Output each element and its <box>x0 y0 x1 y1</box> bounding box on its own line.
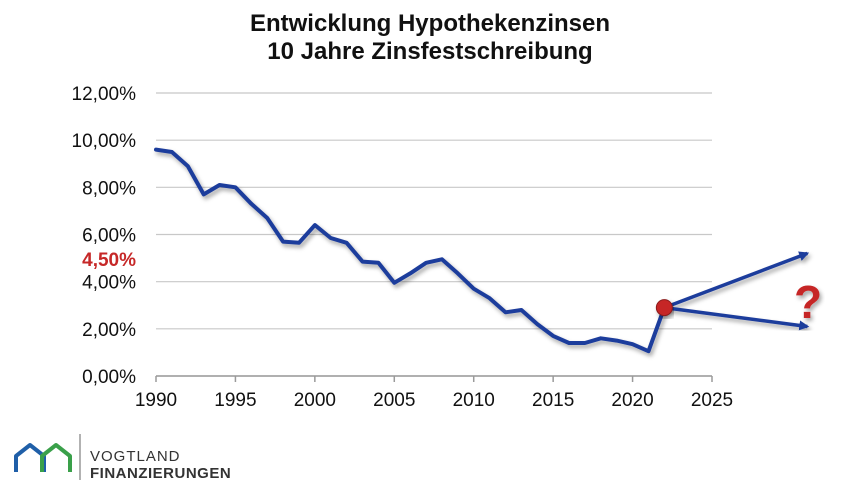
y-tick-label: 4,00% <box>82 273 136 294</box>
x-tick-label: 1990 <box>135 390 177 411</box>
x-tick-label: 2005 <box>373 390 415 411</box>
logo-house-icon <box>14 443 72 472</box>
current-point <box>655 299 673 317</box>
x-tick-label: 2020 <box>611 390 653 411</box>
highlight-label: 4,50% <box>82 250 136 271</box>
chart-title-line2: 10 Jahre Zinsfestschreibung <box>267 38 593 65</box>
y-tick-label: 2,00% <box>82 320 136 341</box>
question-mark-annotation: ? <box>794 276 822 328</box>
grid-layer <box>156 92 712 377</box>
y-tick-label: 8,00% <box>82 178 136 199</box>
chart-title-line1: Entwicklung Hypothekenzinsen <box>249 10 611 37</box>
forecast-layer: ? <box>655 251 822 331</box>
x-tick-label: 2015 <box>532 390 574 411</box>
y-tick-label: 0,00% <box>82 367 136 388</box>
chart-title: Entwicklung Hypothekenzinsen 10 Jahre Zi… <box>150 10 710 66</box>
logo <box>14 434 81 480</box>
axis-layer: 0,00% 2,00% 4,00% 6,00% 8,00% 10,00% 12,00% 199… <box>72 84 734 411</box>
series-layer <box>154 147 667 354</box>
x-tick-label: 2010 <box>453 390 495 411</box>
series-line <box>154 147 667 354</box>
highlight-layer: 4,50% <box>82 250 712 272</box>
forecast-arrow <box>663 251 810 310</box>
x-tick-label: 2000 <box>294 390 336 411</box>
y-tick-label: 10,00% <box>72 131 137 152</box>
x-tick-label: 1995 <box>214 390 256 411</box>
y-tick-label: 12,00% <box>72 84 137 105</box>
logo-text: VOGTLAND FINANZIERUNGEN <box>90 448 231 482</box>
forecast-arrow <box>664 305 810 331</box>
y-tick-label: 6,00% <box>82 226 136 247</box>
logo-line1: VOGTLAND <box>90 448 181 465</box>
logo-line2: FINANZIERUNGEN <box>90 465 232 482</box>
x-tick-label: 2025 <box>691 390 733 411</box>
